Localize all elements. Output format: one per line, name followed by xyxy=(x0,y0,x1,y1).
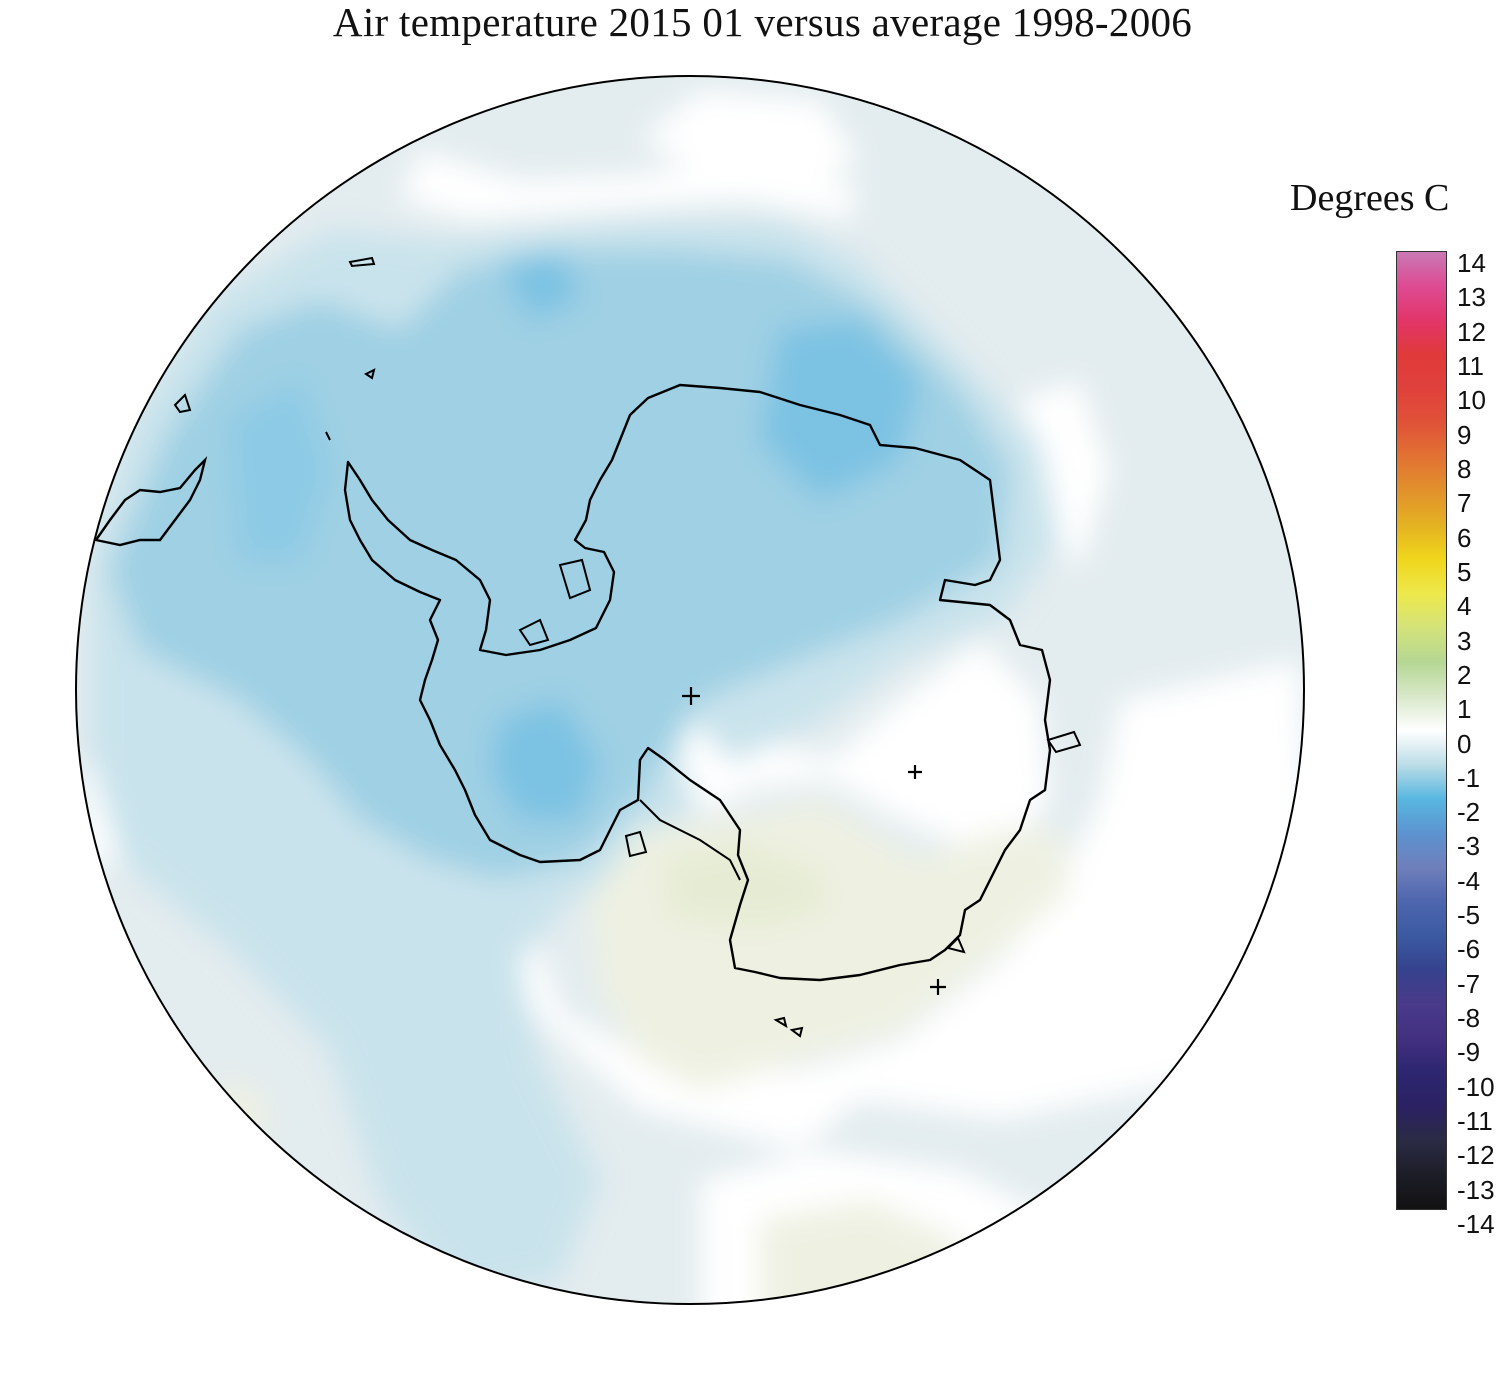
colorbar-tick-label: 6 xyxy=(1457,522,1472,553)
map-title: Air temperature 2015 01 versus average 1… xyxy=(332,0,1193,45)
zero-anomaly-region xyxy=(80,660,1304,1150)
slight-warm-region xyxy=(660,840,830,930)
colorbar-tick-label: 3 xyxy=(1457,625,1472,656)
falkland-islands-outline xyxy=(173,393,192,414)
colorbar-tick-label: 2 xyxy=(1457,659,1472,690)
colorbar-tick-label: -14 xyxy=(1457,1209,1495,1239)
colorbar-tick-label: -2 xyxy=(1457,797,1481,828)
map-boundary xyxy=(75,75,1305,1305)
zero-anomaly-region xyxy=(680,720,740,810)
island-outline xyxy=(325,431,331,441)
colorbar-tick-label: 9 xyxy=(1457,419,1472,450)
colorbar-tick-label: 10 xyxy=(1457,385,1486,416)
island-outline xyxy=(364,368,376,380)
antarctica-coastline xyxy=(343,383,1052,982)
colorbar-tick-label: -10 xyxy=(1457,1071,1495,1102)
island-outline xyxy=(624,830,648,858)
island-outline xyxy=(348,256,376,268)
colorbar-tick-label: 1 xyxy=(1457,694,1472,725)
cold-core-region xyxy=(490,700,600,820)
station-marker xyxy=(930,979,946,995)
island-outline xyxy=(773,1016,788,1029)
colorbar-tick-label: -7 xyxy=(1457,968,1481,999)
colorbar-tick-label: 14 xyxy=(1457,248,1486,278)
colorbar-tick-label: -3 xyxy=(1457,831,1481,862)
island-outline xyxy=(946,936,966,954)
colorbar-tick-label: -1 xyxy=(1457,762,1481,793)
colorbar-tick-label: -6 xyxy=(1457,934,1481,965)
cold-core-region xyxy=(760,320,920,500)
colorbar-tick-label: -5 xyxy=(1457,900,1481,931)
south-america-coastline xyxy=(93,456,208,547)
colorbar-tick-label: 0 xyxy=(1457,728,1472,759)
colorbar-tick-label: -4 xyxy=(1457,865,1481,896)
ross-ice-shelf-outline xyxy=(639,799,741,881)
colorbar-tick-label: 11 xyxy=(1457,350,1484,381)
zero-anomaly-region xyxy=(640,90,860,190)
station-marker xyxy=(908,765,922,779)
reference-markers xyxy=(682,687,946,995)
pole-marker xyxy=(682,687,700,705)
colorbar-tick-label: -11 xyxy=(1457,1106,1493,1137)
island-outline xyxy=(518,618,550,647)
legend-title: Degrees C xyxy=(1290,177,1450,219)
colorbar-tick-label: 12 xyxy=(1457,316,1486,347)
colorbar-tick-label: -8 xyxy=(1457,1003,1481,1034)
island-outline xyxy=(789,1026,804,1038)
colorbar-tick-label: 13 xyxy=(1457,282,1486,313)
island-outline xyxy=(1046,730,1082,754)
colorbar-tick-label: 4 xyxy=(1457,591,1472,622)
colorbar-tick-label: -9 xyxy=(1457,1037,1481,1068)
colorbar-tick-label: -13 xyxy=(1457,1174,1495,1205)
colorbar-tick-label: 5 xyxy=(1457,556,1472,587)
island-outline xyxy=(558,558,592,600)
cold-core-region xyxy=(230,380,330,560)
cold-core-region xyxy=(500,250,580,320)
colorbar-tick-labels: 14 13 12 11 10 9 8 7 6 5 4 3 2 1 0 -1 -2 -3 -4 -5 -6 -7 -8 -9 -1… xyxy=(1457,246,1500,1237)
colorbar-tick-label: 8 xyxy=(1457,453,1472,484)
colorbar-tick-label: 7 xyxy=(1457,488,1472,519)
colorbar xyxy=(1396,251,1447,1210)
slight-warm-region xyxy=(760,1200,960,1304)
colorbar-tick-label: -12 xyxy=(1457,1140,1495,1171)
zero-anomaly-region xyxy=(690,640,1050,860)
